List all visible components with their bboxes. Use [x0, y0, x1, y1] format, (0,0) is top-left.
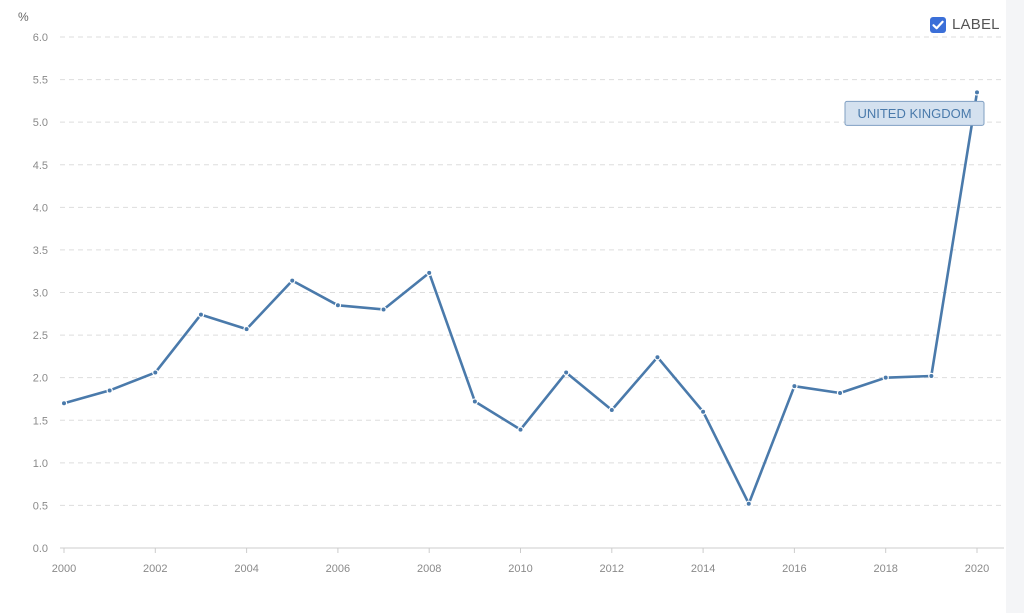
data-point[interactable]: [882, 374, 889, 381]
x-tick-label: 2018: [873, 563, 897, 575]
y-tick-label: 0.5: [33, 500, 48, 512]
data-point[interactable]: [654, 354, 661, 361]
x-tick-label: 2008: [417, 563, 441, 575]
y-tick-label: 5.0: [33, 117, 48, 129]
y-tick-label: 5.5: [33, 75, 48, 87]
series-tag-box: [844, 100, 985, 126]
y-tick-label: 3.0: [33, 288, 48, 300]
x-tick-label: 2010: [508, 563, 532, 575]
data-point[interactable]: [928, 372, 935, 380]
axes: 0.0 0.5 1.0 1.5 2.0 2.5 3.0 3.5 4.0 4.5 5.0 5.5 6.0 2…: [33, 32, 1004, 575]
data-point[interactable]: [745, 500, 752, 507]
y-tick-label: 4.0: [33, 202, 48, 214]
x-tick-label: 2000: [52, 563, 76, 575]
data-point[interactable]: [152, 369, 159, 376]
x-tick-label: 2002: [143, 563, 167, 575]
data-point[interactable]: [243, 325, 250, 333]
data-point[interactable]: [608, 406, 616, 414]
data-point[interactable]: [106, 387, 113, 394]
y-tick-label: 2.5: [33, 330, 48, 342]
y-tick-label: 6.0: [33, 32, 48, 44]
data-point[interactable]: [471, 398, 479, 405]
data-point[interactable]: [380, 306, 387, 313]
y-axis-unit-label: %: [18, 10, 29, 24]
data-point[interactable]: [973, 89, 981, 96]
data-point[interactable]: [791, 382, 798, 390]
x-tick-label: 2020: [965, 563, 989, 575]
data-point[interactable]: [289, 277, 296, 284]
data-point[interactable]: [517, 426, 524, 433]
series-tag-layer: UNITED KINGDOM: [844, 100, 985, 126]
data-point[interactable]: [699, 408, 707, 415]
x-tick-label: 2006: [326, 563, 350, 575]
label-checkbox[interactable]: [930, 16, 946, 33]
y-tick-label: 3.5: [33, 245, 48, 257]
y-tick-label: 1.5: [33, 415, 48, 427]
x-tick-label: 2012: [600, 563, 624, 575]
series-layer: [60, 89, 981, 507]
x-tick-label: 2014: [691, 563, 715, 575]
checkmark-icon: [930, 16, 946, 33]
data-point[interactable]: [836, 389, 844, 397]
data-point[interactable]: [334, 302, 342, 309]
data-point[interactable]: [60, 400, 68, 407]
y-tick-label: 1.0: [33, 458, 48, 470]
y-tick-label: 0.0: [33, 543, 48, 555]
data-point[interactable]: [562, 369, 570, 376]
series-line: [62, 91, 979, 506]
x-tick-label: 2004: [234, 563, 258, 575]
series-tag-label: UNITED KINGDOM: [857, 106, 971, 121]
y-tick-label: 4.5: [33, 160, 48, 172]
gridlines: [60, 36, 1004, 506]
y-tick-label: 2.0: [33, 373, 48, 385]
data-point[interactable]: [197, 311, 205, 318]
label-toggle-text: LABEL: [952, 16, 1000, 33]
label-toggle[interactable]: LABEL: [930, 16, 1000, 33]
x-tick-label: 2016: [782, 563, 806, 575]
data-point[interactable]: [426, 269, 433, 277]
